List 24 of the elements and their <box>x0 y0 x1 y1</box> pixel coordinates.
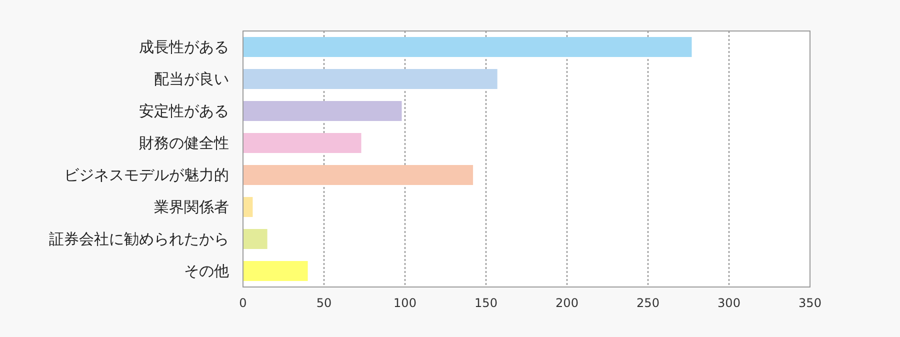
y-tick-label: 財務の健全性 <box>139 134 229 152</box>
x-tick-label: 250 <box>636 296 660 310</box>
x-tick-label: 0 <box>239 296 247 310</box>
x-tick-label: 200 <box>556 296 578 310</box>
x-tick-label: 150 <box>474 296 498 310</box>
y-tick-label: 成長性がある <box>139 38 229 56</box>
bar <box>243 101 402 121</box>
y-tick-label: 配当が良い <box>154 70 229 88</box>
y-tick-label: ビジネスモデルが魅力的 <box>64 166 229 184</box>
y-tick-label: 業界関係者 <box>154 198 229 216</box>
bar <box>243 69 498 89</box>
bar <box>243 261 308 281</box>
y-tick-label: その他 <box>184 262 229 280</box>
bar <box>243 197 253 217</box>
x-tick-label: 50 <box>316 296 332 310</box>
bar <box>243 37 692 57</box>
bar <box>243 133 362 153</box>
bar <box>243 229 268 249</box>
x-tick-label: 350 <box>798 296 822 310</box>
x-tick-label: 100 <box>394 296 416 310</box>
y-tick-label: 証券会社に勧められたから <box>49 230 229 248</box>
bar <box>243 165 474 185</box>
y-tick-label: 安定性がある <box>139 102 229 120</box>
x-tick-label: 300 <box>718 296 740 310</box>
